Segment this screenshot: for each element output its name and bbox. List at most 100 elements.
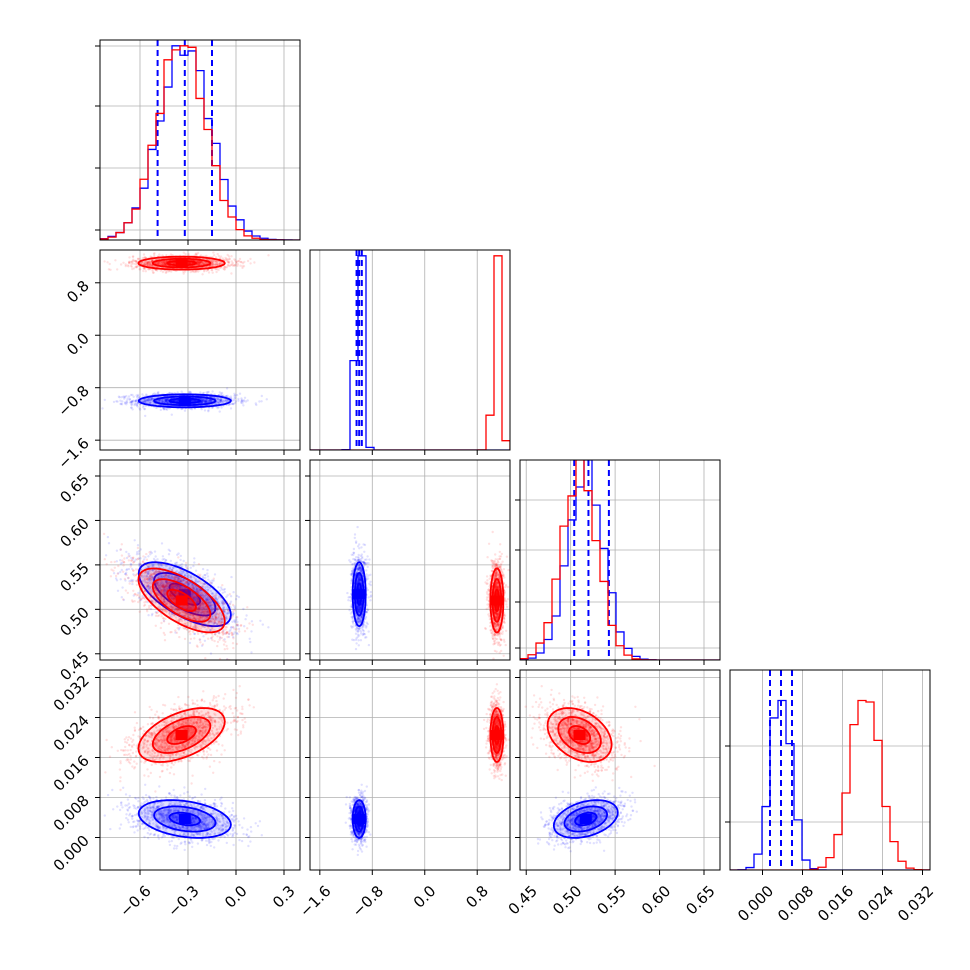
sample-point <box>220 636 223 640</box>
sample-point <box>218 263 221 266</box>
sample-point <box>232 398 236 402</box>
sample-point <box>165 400 168 404</box>
sample-point <box>103 260 106 263</box>
sample-point <box>141 393 144 396</box>
sample-point <box>216 401 219 404</box>
sample-point <box>116 268 119 271</box>
sample-point <box>203 573 206 577</box>
sample-point <box>198 261 201 265</box>
sample-point <box>202 399 205 402</box>
sample-point <box>153 252 156 255</box>
sample-point <box>225 257 228 261</box>
sample-point <box>163 262 167 265</box>
sample-point <box>157 399 160 402</box>
sample-point <box>119 399 122 402</box>
sample-point <box>146 398 149 401</box>
sample-point <box>219 400 222 403</box>
sample-point <box>211 263 214 266</box>
sample-point <box>168 391 171 395</box>
sample-point <box>227 260 230 264</box>
sample-point <box>163 262 166 265</box>
sample-point <box>146 262 149 265</box>
sample-point <box>201 575 204 578</box>
sample-point <box>212 251 215 254</box>
sample-point <box>230 397 233 400</box>
sample-point <box>240 398 244 401</box>
sample-point <box>164 262 167 265</box>
sample-point <box>161 260 165 263</box>
sample-point <box>234 400 237 403</box>
histogram-blue <box>310 255 510 450</box>
sample-point <box>226 253 229 257</box>
sample-point <box>163 263 167 266</box>
sample-point <box>198 260 202 264</box>
sample-point <box>165 408 169 411</box>
sample-point <box>184 252 187 256</box>
sample-point <box>134 399 137 403</box>
sample-point <box>142 399 145 402</box>
sample-point <box>180 407 183 411</box>
sample-point <box>246 259 250 263</box>
sample-point <box>143 267 146 270</box>
sample-point <box>130 400 134 403</box>
sample-point <box>127 552 130 556</box>
sample-point <box>226 259 229 263</box>
sample-point <box>231 399 234 402</box>
sample-point <box>153 402 156 405</box>
sample-point <box>248 637 251 640</box>
sample-point <box>212 577 215 580</box>
sample-point <box>170 270 173 273</box>
sample-point <box>197 562 201 566</box>
sample-point <box>163 263 166 266</box>
sample-point <box>161 401 165 404</box>
sample-point <box>183 409 187 412</box>
sample-point <box>232 264 236 267</box>
sample-point <box>222 400 225 403</box>
sample-point <box>138 396 141 399</box>
sample-point <box>131 408 134 411</box>
sample-point <box>143 261 147 264</box>
sample-point <box>165 260 168 263</box>
sample-point <box>228 264 231 268</box>
sample-point <box>218 589 221 592</box>
panel-2-0: 0.450.500.550.600.65 <box>56 459 301 684</box>
sample-point <box>246 399 249 402</box>
sample-point <box>143 256 147 259</box>
sample-point <box>148 264 152 267</box>
sample-point <box>197 263 200 266</box>
sample-point <box>136 544 140 547</box>
sample-point <box>197 262 200 266</box>
sample-point <box>143 603 147 607</box>
sample-point <box>237 399 240 402</box>
sample-point <box>162 400 165 404</box>
sample-point <box>146 399 149 402</box>
sample-point <box>199 260 202 263</box>
sample-point <box>165 254 168 257</box>
sample-point <box>135 403 138 407</box>
sample-point <box>227 261 231 265</box>
sample-point <box>146 261 149 264</box>
panel-plot-area <box>310 250 510 450</box>
sample-point <box>233 394 236 398</box>
sample-point <box>193 270 196 274</box>
sample-point <box>241 265 244 268</box>
panel-frame <box>99 39 301 241</box>
sample-point <box>182 251 185 254</box>
sample-point <box>128 401 132 404</box>
sample-point <box>228 593 231 596</box>
sample-point <box>139 548 142 551</box>
sample-point <box>146 263 149 267</box>
sample-point <box>124 589 128 592</box>
sample-point <box>165 263 168 267</box>
sample-point <box>215 263 219 267</box>
sample-point <box>154 555 157 558</box>
sample-point <box>205 398 208 401</box>
sample-point <box>148 263 151 267</box>
sample-point <box>167 401 170 404</box>
sample-point <box>178 635 181 639</box>
sample-point <box>160 398 163 402</box>
sample-point <box>141 262 144 266</box>
sample-point <box>200 261 203 264</box>
sample-point <box>235 260 238 263</box>
sample-point <box>199 260 202 264</box>
